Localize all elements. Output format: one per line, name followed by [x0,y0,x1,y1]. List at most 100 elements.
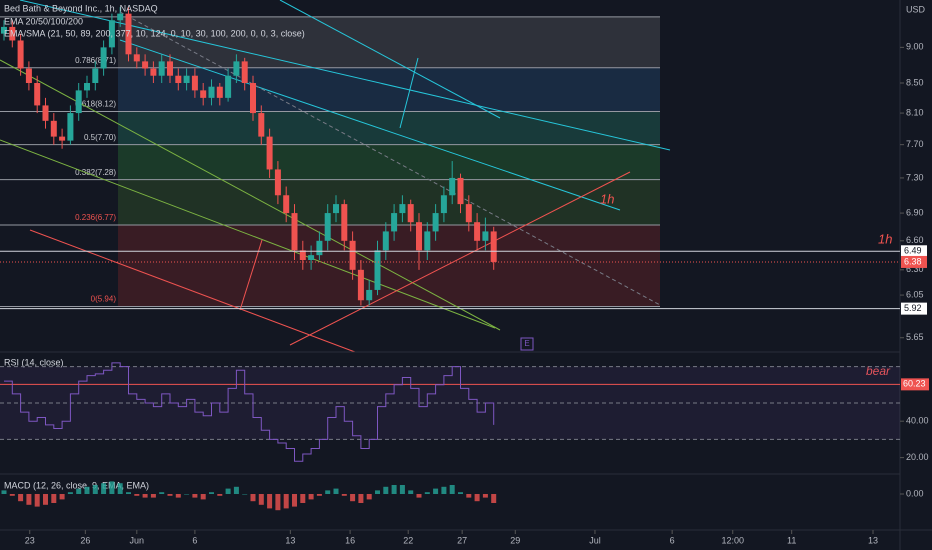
y-tick-label: 20.00 [906,452,929,462]
earnings-marker[interactable] [520,337,534,351]
macd-bar [175,494,181,498]
trend-line [289,171,631,346]
candle-body [200,90,207,98]
macd-bar [1,490,7,494]
macd-bar [482,494,488,498]
macd-bar [300,494,306,503]
x-tick-label: 22 [403,535,413,545]
macd-bar [250,494,256,502]
rsi-title: RSI (14, close) [4,357,64,367]
macd-bar [167,494,173,496]
candle-body [75,90,82,114]
macd-bar [441,486,447,494]
candle-body [183,75,190,84]
fib-zone [118,111,660,145]
macd-bar [424,492,430,494]
y-tick-label: 6.90 [906,207,924,217]
macd-bar [142,494,148,498]
annotation: bear [866,364,891,378]
y-tick-label: 8.10 [906,107,924,117]
candle-body [424,231,431,251]
candle-body [150,68,157,76]
macd-bar [474,494,480,502]
candle-body [191,75,198,91]
annotation: 1h [600,191,614,206]
annotation: 1h [878,231,892,246]
candle-body [324,213,331,241]
x-tick-label: 26 [80,535,90,545]
macd-title: MACD (12, 26, close, 9, EMA, EMA) [4,480,149,490]
price-tag [901,302,927,315]
candle-body [291,213,298,251]
candle-body [59,136,66,141]
candle-body [266,136,273,170]
candle-body [366,289,373,301]
fib-zone [118,179,660,225]
macd-bar [225,488,231,494]
macd-bar [358,494,364,503]
macd-bar [408,490,414,494]
macd-bar [109,481,115,494]
y-tick-label: 40.00 [906,416,929,426]
candle-body [25,68,32,84]
macd-bar [217,494,223,496]
y-tick-label: 9.00 [906,42,924,52]
macd-bar [308,494,314,500]
candle-body [125,13,132,55]
macd-bar [18,494,24,502]
candle-body [341,204,348,241]
x-tick-label: 16 [345,535,355,545]
x-tick-label: 13 [868,535,878,545]
x-tick-label: 6 [670,535,675,545]
price-tag-label: 6.38 [904,256,922,266]
x-tick-label: 27 [457,535,467,545]
price-tag-label: 6.49 [904,246,922,256]
macd-bar [491,494,497,503]
candle-body [1,26,7,34]
candle-body [374,250,381,290]
fib-label: 0(5.94) [91,295,117,304]
candle-body [92,68,99,84]
candle-body [142,61,149,69]
candle-body [233,61,240,76]
candle-body [333,204,339,214]
fib-label: 0.236(6.77) [75,213,116,222]
candle-body [9,26,16,41]
candle-body [308,255,315,260]
x-tick-label: 6 [192,535,197,545]
candle-body [67,113,74,141]
earnings-label[interactable]: E [524,339,529,348]
macd-bar [383,486,389,494]
fib-label: 0.5(7.70) [84,133,116,142]
indicator-label: EMA 20/50/100/200 [4,16,83,26]
candle-body [216,86,223,98]
fib-zone [118,16,660,68]
candle-body [490,231,497,262]
y-tick-label: 6.60 [906,235,924,245]
macd-bar [200,494,206,500]
macd-bar [76,488,82,494]
trend-line [0,139,496,329]
price-tag [901,245,927,258]
candle-body [225,75,232,98]
y-tick-label: 7.30 [906,172,924,182]
candle-body [208,86,215,98]
y-tick-label: 6.30 [906,264,924,274]
macd-bar [233,486,239,494]
macd-bar [391,485,397,494]
macd-bar [325,490,331,494]
y-tick-label: 8.50 [906,77,924,87]
y-tick-label: 5.65 [906,332,924,342]
candle-body [274,169,281,196]
candle-body [482,231,489,241]
macd-bar [84,486,90,494]
candle-body [416,222,422,251]
macd-bar [51,494,57,503]
candle-body [465,204,472,223]
candle-body [283,195,290,214]
candle-body [299,250,306,260]
candle-body [117,13,124,21]
macd-bar [9,494,15,496]
candle-body [349,240,356,270]
